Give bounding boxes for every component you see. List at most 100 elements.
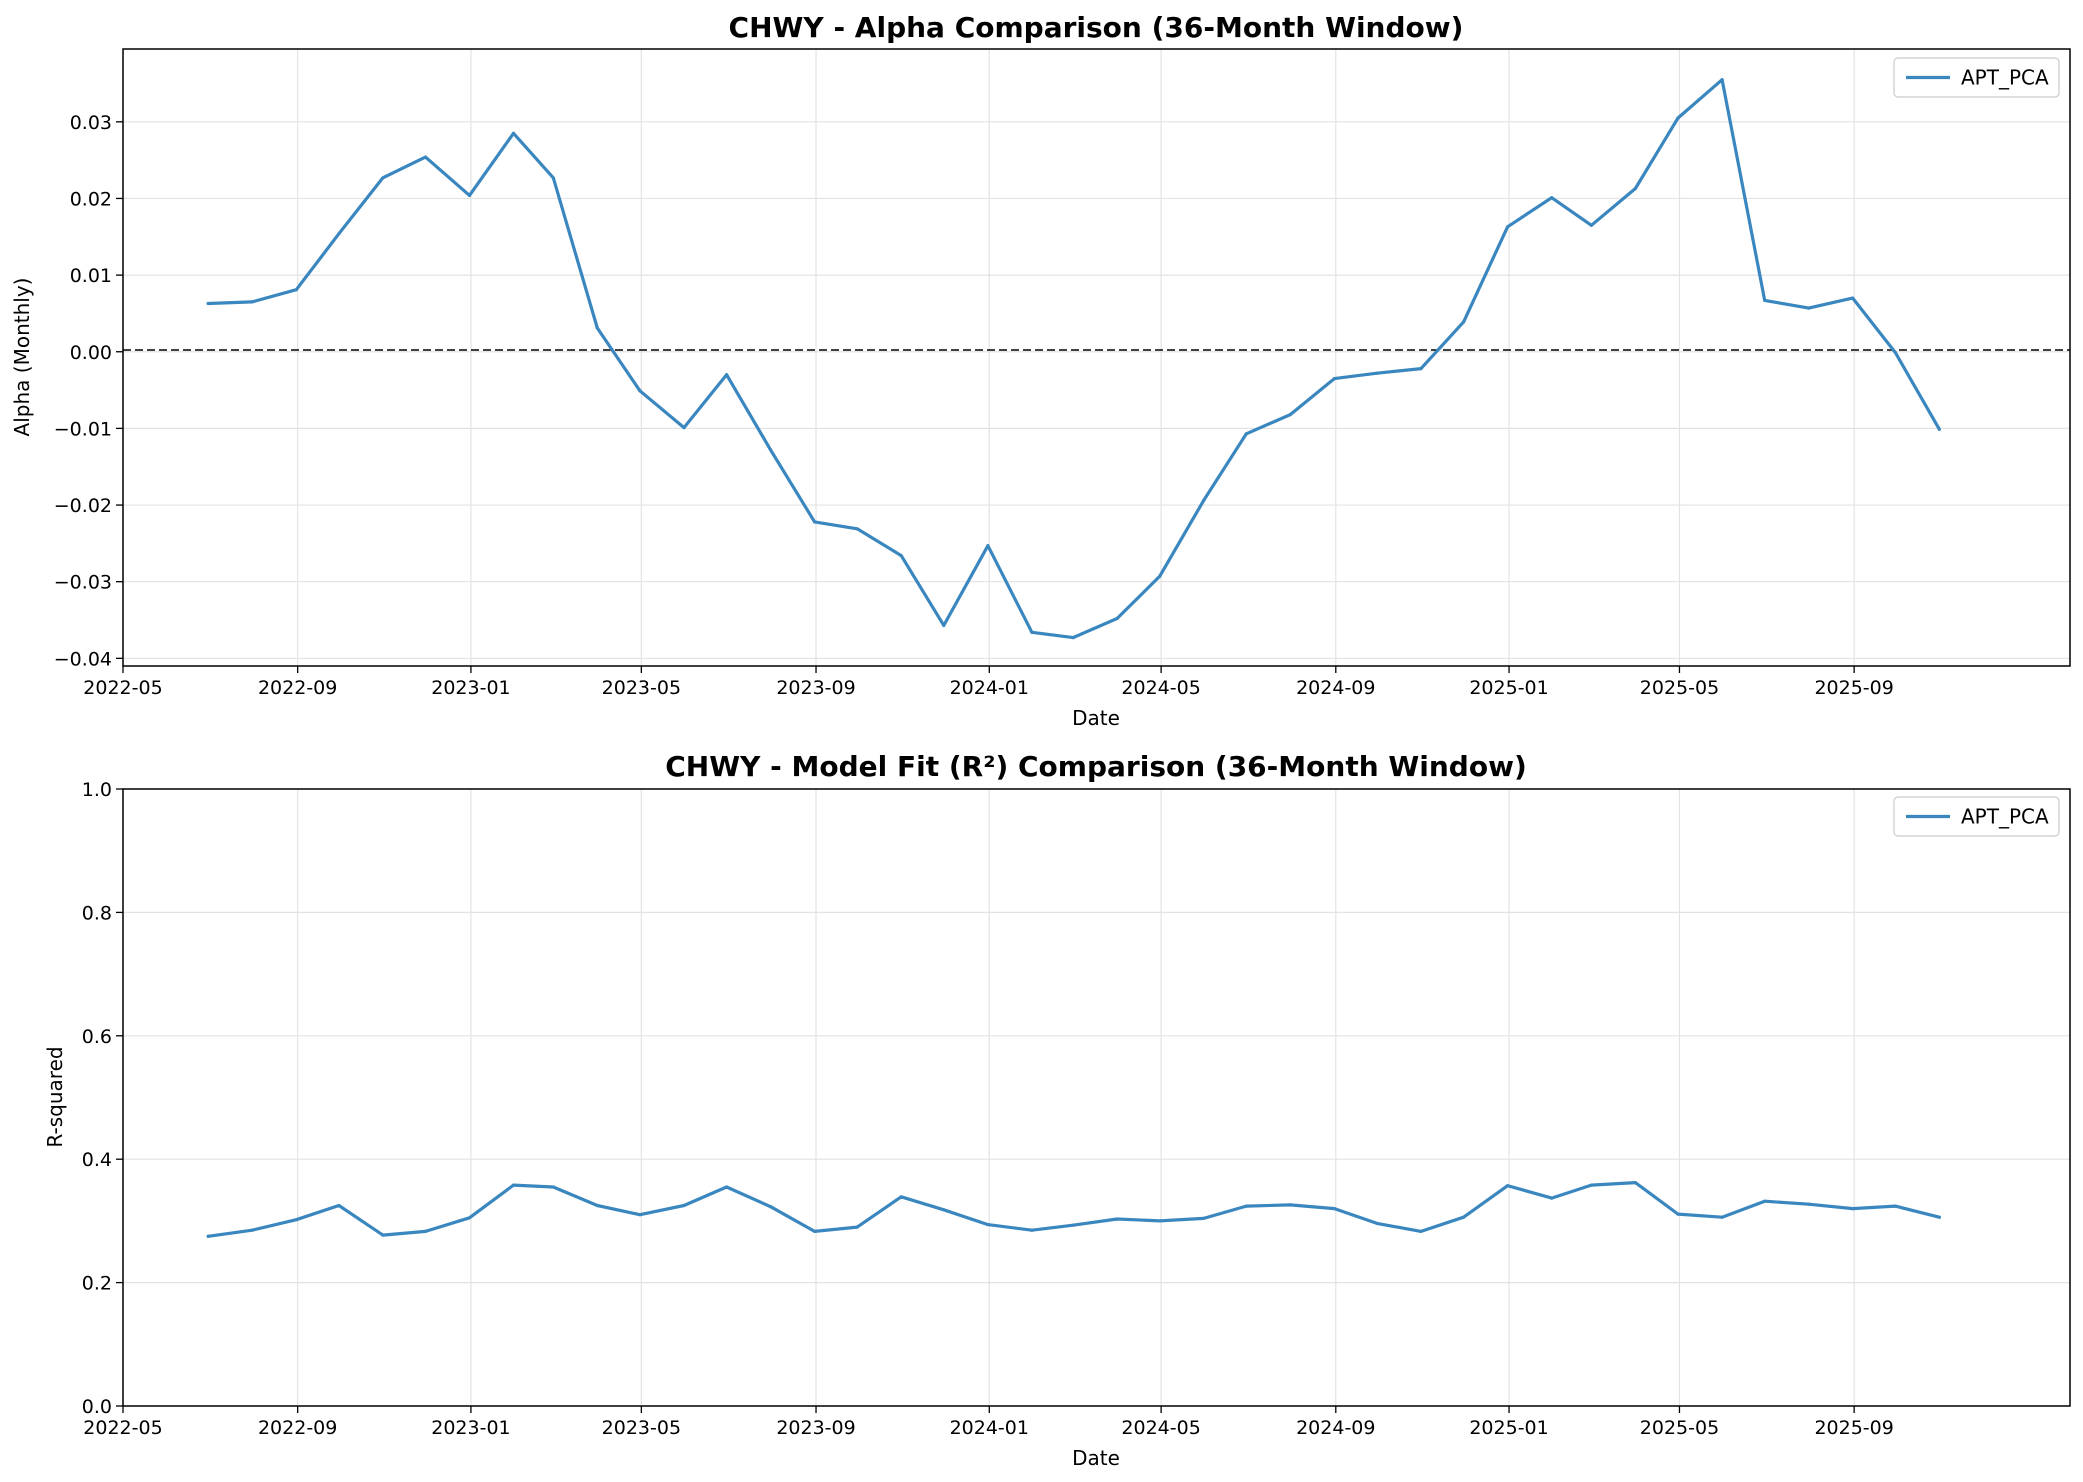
alpha-x-tick-label: 2025-05 (1640, 677, 1719, 699)
r-squared-data-point (769, 1205, 773, 1209)
alpha-plot-frame (122, 48, 2071, 667)
alpha-data-point (1202, 498, 1206, 502)
alpha-y-tick-label: −0.03 (54, 572, 112, 594)
alpha-data-point (769, 448, 773, 452)
alpha-chart: CHWY - Alpha Comparison (36-Month Window… (10, 11, 2071, 730)
r-squared-data-point (423, 1229, 428, 1233)
alpha-x-tick-label: 2022-09 (258, 677, 337, 699)
r-squared-x-tick-label: 2023-01 (431, 1417, 510, 1439)
r-squared-data-point (595, 1203, 599, 1208)
r-squared-data-point (1589, 1183, 1593, 1187)
alpha-y-axis-label: Alpha (Monthly) (10, 278, 34, 437)
alpha-y-tick-label: 0.00 (70, 342, 112, 364)
r-squared-data-point (1419, 1229, 1423, 1233)
alpha-data-point (595, 326, 599, 330)
r-squared-data-point (1807, 1202, 1811, 1206)
alpha-data-point (1633, 186, 1637, 191)
r-squared-x-tick-label: 2022-09 (258, 1417, 337, 1439)
r-squared-grid (122, 788, 2070, 1407)
r-squared-legend: APT_PCA (1893, 796, 2060, 837)
alpha-x-tick-label: 2024-01 (950, 677, 1029, 699)
alpha-data-point (294, 288, 298, 292)
r-squared-data-point (1893, 1204, 1897, 1208)
alpha-grid (122, 49, 2070, 666)
alpha-y-tick-label: −0.04 (54, 648, 112, 670)
r-squared-data-point (1462, 1215, 1466, 1219)
r-squared-data-point (1550, 1196, 1554, 1200)
r-squared-y-tick-label: 0.4 (82, 1149, 112, 1171)
alpha-data-point (1030, 630, 1034, 634)
r-squared-data-point (294, 1218, 298, 1222)
r-squared-x-tick-label: 2024-01 (950, 1417, 1029, 1439)
alpha-x-axis-label: Date (1072, 706, 1120, 730)
alpha-x-tick-label: 2025-09 (1814, 677, 1893, 699)
alpha-data-point (423, 155, 428, 159)
alpha-data-point (1288, 413, 1292, 417)
r-squared-plot-frame (122, 788, 2071, 1407)
alpha-data-point (682, 426, 686, 430)
alpha-data-point (1589, 223, 1593, 227)
alpha-x-tick-label: 2022-05 (83, 677, 162, 699)
alpha-legend-box (1893, 57, 2060, 98)
alpha-data-point (1506, 225, 1510, 229)
r-squared-data-point (1633, 1181, 1637, 1185)
r-squared-data-point (1375, 1221, 1379, 1225)
alpha-data-point (1550, 196, 1554, 200)
alpha-y-tick-label: 0.02 (70, 188, 112, 210)
alpha-data-point (206, 301, 210, 306)
alpha-data-point (467, 193, 472, 197)
r-squared-data-point (1202, 1216, 1206, 1220)
alpha-data-point (1419, 367, 1423, 371)
alpha-x-tick-label: 2023-09 (776, 677, 855, 699)
r-squared-data-point (1115, 1217, 1119, 1221)
r-squared-data-point (1030, 1228, 1034, 1232)
alpha-y-axis: 0.03 0.02 0.01 0.00 −0.01 −0.02 −0.03 −0.04 (54, 112, 123, 670)
r-squared-data-point (899, 1195, 903, 1199)
alpha-x-tick-label: 2024-09 (1296, 677, 1375, 699)
alpha-data-point (1462, 320, 1466, 324)
alpha-data-point (1676, 116, 1680, 120)
r-squared-y-axis: 1.0 0.8 0.6 0.4 0.2 0.0 (82, 779, 123, 1418)
r-squared-data-point (1158, 1219, 1162, 1223)
alpha-data-point (725, 373, 729, 377)
alpha-data-point (1375, 371, 1379, 375)
r-squared-x-tick-label: 2025-01 (1469, 1417, 1548, 1439)
alpha-data-point (942, 623, 946, 628)
alpha-data-point (1937, 427, 1941, 431)
r-squared-y-axis-label: R-squared (43, 1046, 67, 1147)
r-squared-x-axis-label: Date (1072, 1446, 1120, 1470)
r-squared-data-point (1763, 1199, 1767, 1203)
r-squared-x-tick-label: 2024-09 (1296, 1417, 1375, 1439)
alpha-data-point (337, 232, 341, 236)
alpha-x-tick-label: 2023-01 (431, 677, 510, 699)
alpha-data-point (381, 176, 385, 180)
r-squared-data-point (813, 1229, 817, 1233)
alpha-data-point (1720, 78, 1724, 82)
r-squared-data-point (206, 1234, 210, 1238)
r-squared-data-point (250, 1228, 254, 1232)
alpha-data-point (551, 176, 555, 180)
r-squared-data-point (1071, 1223, 1075, 1227)
r-squared-y-tick-label: 1.0 (82, 779, 112, 801)
r-squared-data-point (511, 1183, 516, 1187)
r-squared-x-axis: 2022-05 2022-09 2023-01 2023-05 2023-09 2024-… (83, 1406, 1894, 1439)
r-squared-data-point (1288, 1203, 1292, 1207)
r-squared-x-tick-label: 2022-05 (83, 1417, 162, 1439)
r-squared-data-point (1937, 1215, 1941, 1219)
alpha-x-tick-label: 2025-01 (1469, 677, 1548, 699)
alpha-y-tick-label: −0.02 (54, 495, 112, 517)
alpha-series-points (206, 78, 1941, 640)
alpha-y-tick-label: 0.01 (70, 265, 112, 287)
alpha-data-point (1893, 350, 1897, 355)
alpha-data-point (1807, 306, 1811, 310)
alpha-data-point (511, 131, 516, 135)
r-squared-series-points (206, 1181, 1941, 1238)
alpha-data-point (899, 554, 903, 558)
r-squared-data-point (986, 1223, 990, 1227)
alpha-data-point (1763, 298, 1767, 302)
r-squared-data-point (551, 1185, 555, 1189)
alpha-legend: APT_PCA (1893, 57, 2060, 98)
r-squared-data-point (682, 1203, 686, 1208)
r-squared-x-tick-label: 2025-09 (1814, 1417, 1893, 1439)
